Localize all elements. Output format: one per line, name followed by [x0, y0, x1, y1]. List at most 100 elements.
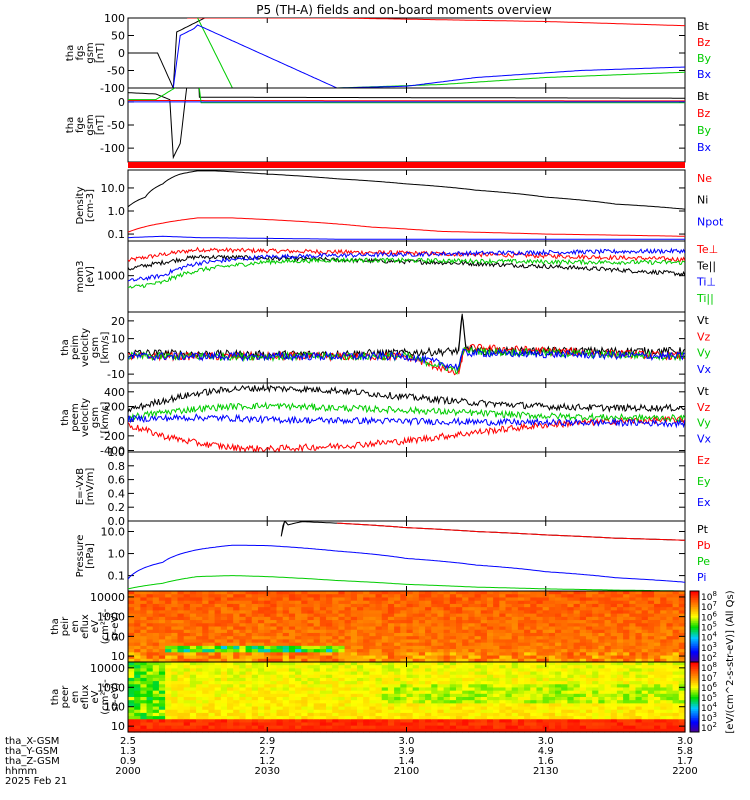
spectrogram-cell: [623, 623, 630, 628]
spectrogram-cell: [480, 677, 488, 682]
spectrogram-cell: [189, 681, 197, 685]
spectrogram-cell: [647, 722, 655, 727]
spectrogram-cell: [264, 681, 271, 685]
spectrogram-cell: [505, 655, 513, 660]
spectrogram-cell: [158, 662, 166, 666]
spectrogram-cell: [567, 728, 575, 733]
spectrogram-cell: [344, 649, 352, 653]
spectrogram-cell: [425, 626, 432, 631]
spectrogram-cell: [431, 607, 439, 611]
spectrogram-cell: [165, 693, 172, 698]
spectrogram-cell: [282, 674, 290, 679]
spectrogram-cell: [208, 700, 216, 704]
spectrogram-cell: [165, 712, 172, 717]
spectrogram-cell: [678, 658, 686, 663]
spectrogram-cell: [616, 610, 624, 615]
spectrogram-cell: [567, 616, 575, 621]
spectrogram-cell: [548, 722, 556, 727]
spectrogram-cell: [140, 709, 148, 714]
spectrogram-cell: [530, 725, 538, 730]
spectrogram-cell: [573, 649, 581, 653]
spectrogram-cell: [635, 712, 643, 717]
legend-entry: Ni: [697, 194, 708, 207]
spectrogram-cell: [610, 674, 618, 679]
spectrogram-cell: [387, 709, 395, 714]
spectrogram-cell: [517, 681, 525, 685]
spectrogram-cell: [313, 662, 321, 666]
spectrogram-cell: [406, 610, 414, 615]
spectrogram-cell: [214, 626, 222, 631]
spectrogram-cell: [585, 623, 593, 628]
spectrogram-cell: [561, 600, 569, 605]
spectrogram-cell: [233, 662, 240, 666]
spectrogram-cell: [326, 712, 333, 717]
spectrogram-cell: [363, 668, 370, 673]
spectrogram-cell: [319, 722, 327, 727]
spectrogram-cell: [524, 613, 531, 618]
spectrogram-cell: [511, 665, 519, 669]
spectrogram-cell: [338, 668, 346, 673]
spectrogram-cell: [208, 677, 216, 682]
spectrogram-cell: [585, 700, 593, 704]
spectrogram-cell: [332, 677, 340, 682]
spectrogram-cell: [239, 632, 247, 637]
spectrogram-cell: [592, 668, 599, 673]
spectrogram-cell: [573, 725, 581, 730]
spectrogram-cell: [369, 703, 377, 708]
spectrogram-cell: [344, 709, 352, 714]
spectrogram-cell: [499, 620, 507, 624]
spectrogram-cell: [189, 716, 197, 720]
spectrogram-cell: [363, 636, 370, 641]
spectrogram-cell: [307, 703, 315, 708]
spectrogram-cell: [641, 728, 649, 733]
spectrogram-cell: [177, 639, 185, 644]
spectrogram-cell: [227, 597, 234, 602]
colorbar-step: [690, 596, 699, 599]
colorbar-step: [690, 591, 699, 594]
spectrogram-cell: [647, 706, 655, 711]
spectrogram-cell: [326, 687, 333, 692]
spectrogram-cell: [486, 632, 494, 637]
colorbar-step: [690, 702, 699, 705]
spectrogram-cell: [462, 652, 469, 657]
spectrogram-cell: [276, 668, 284, 673]
spectrogram-cell: [146, 665, 154, 669]
spectrogram-cell: [350, 706, 358, 711]
spectrogram-cell: [239, 600, 247, 605]
spectrogram-cell: [641, 594, 649, 599]
y-tick-label: 50: [111, 30, 125, 43]
spectrogram-cell: [282, 677, 290, 682]
spectrogram-cell: [363, 642, 370, 647]
spectrogram-cell: [505, 665, 513, 669]
spectrogram-cell: [158, 722, 166, 727]
spectrogram-cell: [183, 662, 191, 666]
spectrogram-cell: [579, 616, 587, 621]
spectrogram-cell: [635, 629, 643, 634]
spectrogram-cell: [369, 658, 377, 663]
spectrogram-cell: [276, 658, 284, 663]
spectrogram-cell: [183, 687, 191, 692]
spectrogram-cell: [660, 603, 668, 608]
spectrogram-cell: [449, 607, 457, 611]
spectrogram-cell: [573, 626, 581, 631]
spectrogram-cell: [647, 687, 655, 692]
spectrogram-cell: [251, 597, 259, 602]
spectrogram-cell: [313, 677, 321, 682]
spectrogram-cell: [641, 623, 649, 628]
spectrogram-cell: [251, 665, 259, 669]
spectrogram-cell: [678, 725, 686, 730]
spectrogram-cell: [196, 623, 203, 628]
y-tick-label: 10.0: [101, 182, 126, 195]
spectrogram-cell: [555, 610, 562, 615]
spectrogram-cell: [220, 610, 228, 615]
spectrogram-cell: [530, 607, 538, 611]
spectrogram-cell: [326, 668, 333, 673]
spectrogram-cell: [654, 603, 661, 608]
spectrogram-cell: [505, 709, 513, 714]
spectrogram-cell: [301, 642, 309, 647]
spectrogram-cell: [425, 706, 432, 711]
spectrogram-cell: [338, 658, 346, 663]
spectrogram-cell: [128, 591, 135, 595]
spectrogram-cell: [456, 677, 463, 682]
